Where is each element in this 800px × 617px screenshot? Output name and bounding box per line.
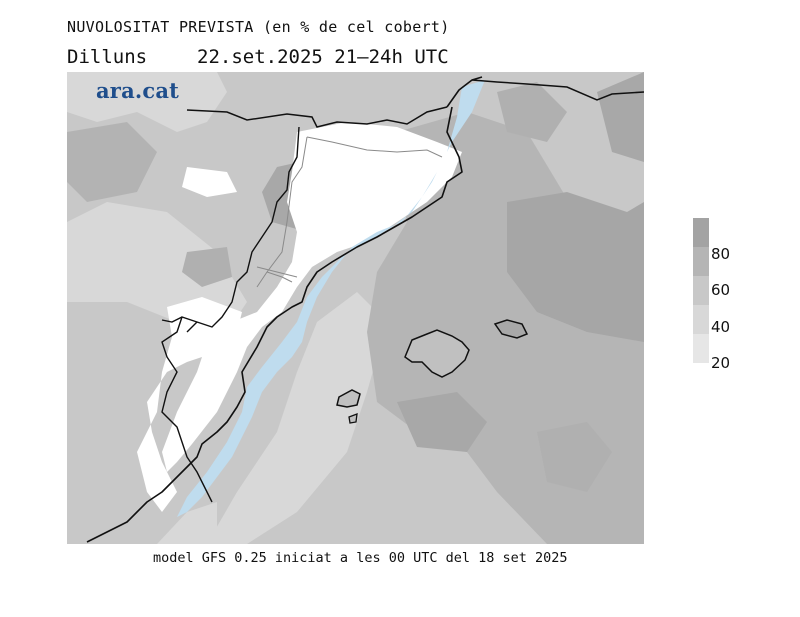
cloud-dense-area xyxy=(507,192,644,342)
island-mallorca xyxy=(404,329,470,378)
forecast-day: Dilluns xyxy=(67,46,148,68)
cloud-dense-area xyxy=(397,392,487,452)
cloud-dense-area xyxy=(67,122,157,202)
legend-label-80: 80 xyxy=(711,245,731,263)
model-info: model GFS 0.25 iniciat a les 00 UTC del … xyxy=(153,550,568,566)
forecast-date-range: 22.set.2025 21–24h UTC xyxy=(197,46,449,68)
legend-label-20: 20 xyxy=(711,354,731,372)
map-title: NUVOLOSITAT PREVISTA (en % de cel cobert… xyxy=(67,18,450,36)
cloud-dense-area xyxy=(182,247,232,287)
legend-swatch-40 xyxy=(693,305,709,334)
legend-swatch-20 xyxy=(693,334,709,363)
island-eivissa xyxy=(336,389,361,408)
coastline xyxy=(86,76,483,543)
legend-swatch-60 xyxy=(693,276,709,305)
cloud-light-area xyxy=(67,72,227,132)
coastal-sea-clear xyxy=(177,80,485,517)
legend-swatch-100 xyxy=(693,218,709,247)
ara-cat-logo[interactable]: ara.cat xyxy=(96,78,180,103)
legend-label-60: 60 xyxy=(711,281,731,299)
cloud-light-area xyxy=(157,502,217,544)
clear-land-area xyxy=(182,167,237,197)
france-border xyxy=(186,79,644,128)
province-border xyxy=(256,136,443,288)
cloud-dense-area xyxy=(537,422,612,492)
island-menorca xyxy=(493,319,529,339)
aragon-border xyxy=(161,126,300,503)
legend-swatch-80 xyxy=(693,247,709,276)
legend-label-40: 40 xyxy=(711,318,731,336)
cloud-cover-map xyxy=(67,72,644,544)
cloud-light-area xyxy=(207,292,387,544)
color-legend xyxy=(693,218,709,363)
clear-land-area xyxy=(137,297,242,512)
clear-land-area xyxy=(162,122,462,472)
island-formentera xyxy=(348,413,358,424)
cloud-dense-area xyxy=(497,82,567,142)
